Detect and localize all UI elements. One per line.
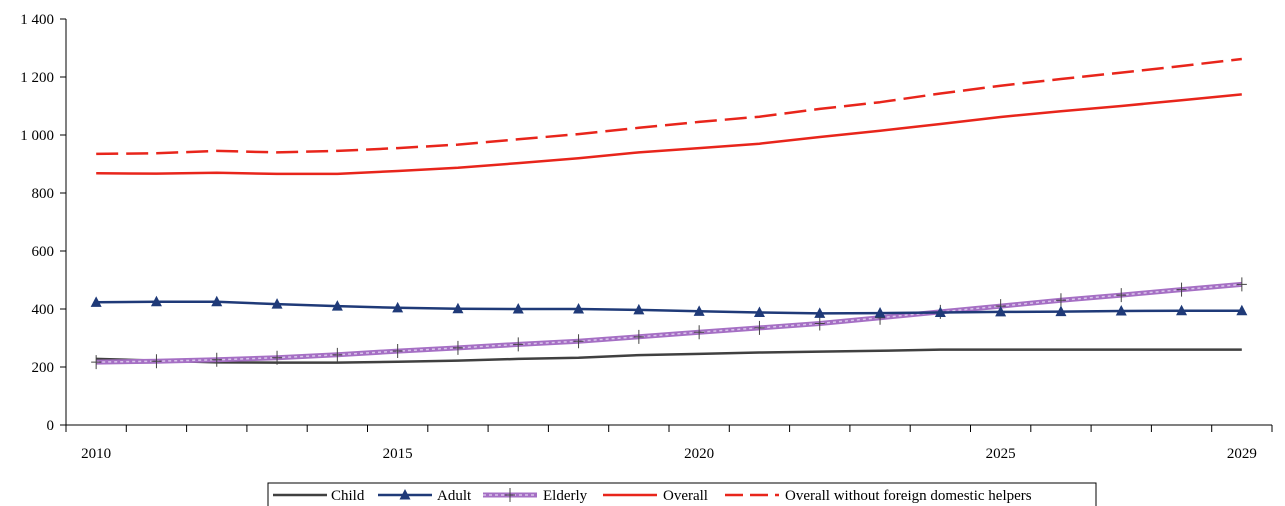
y-tick-label: 0 [47, 418, 55, 434]
y-tick-label: 1 000 [20, 128, 54, 144]
series-line-adult [96, 300, 1242, 315]
y-tick-label: 1 200 [20, 70, 54, 86]
adult-point-marker [452, 302, 464, 314]
adult-point-marker [814, 307, 826, 318]
legend-marker-adult [399, 489, 411, 500]
elderly-point-marker [1055, 293, 1066, 308]
legend-marker-elderly [505, 488, 515, 502]
adult-point-marker [1115, 305, 1127, 316]
adult-point-marker [331, 300, 343, 311]
adult-point-marker [874, 307, 886, 318]
y-tick-label: 200 [32, 360, 55, 376]
adult-point-marker [934, 306, 946, 317]
legend-box [267, 482, 1097, 506]
elderly-point-marker [211, 352, 222, 367]
elderly-point-marker [392, 344, 403, 359]
series-line-elderly-pattern [96, 283, 1242, 363]
elderly-point-marker [332, 347, 343, 362]
x-tick-label: 2025 [986, 446, 1016, 462]
legend-label: Overall [663, 488, 708, 504]
series-line-child [96, 348, 1242, 364]
legend: Child Adult Elderly Overall Overall without … [267, 482, 1097, 506]
adult-point-marker [753, 306, 765, 317]
elderly-point-marker [573, 334, 584, 349]
chart-axes [65, 19, 1272, 426]
x-tick-label: 2020 [684, 446, 714, 462]
elderly-point-marker [694, 325, 705, 340]
legend-label: Elderly [543, 488, 588, 504]
elderly-point-marker [1176, 282, 1187, 297]
adult-point-marker [995, 305, 1007, 317]
elderly-point-marker [814, 316, 825, 331]
elderly-point-marker [754, 320, 765, 335]
x-axis-ticks: 2010 2015 2020 2025 2029 [65, 425, 1273, 462]
y-tick-label: 400 [32, 302, 55, 318]
adult-point-marker [693, 305, 705, 316]
y-tick-label: 800 [32, 186, 55, 202]
adult-point-marker [271, 298, 283, 309]
adult-point-marker [392, 301, 404, 313]
elderly-point-marker [91, 355, 102, 370]
legend-label: Adult [437, 488, 472, 504]
elderly-point-marker [633, 329, 644, 344]
adult-point-marker [512, 303, 524, 314]
x-tick-label: 2010 [81, 446, 111, 462]
adult-point-marker [1055, 305, 1067, 317]
y-tick-label: 600 [32, 244, 55, 260]
series-line-overall [96, 93, 1242, 176]
y-tick-label: 1 400 [20, 12, 54, 28]
adult-point-marker [1176, 304, 1188, 316]
adult-point-marker [1236, 304, 1248, 316]
adult-point-marker [90, 296, 102, 307]
elderly-point-marker [272, 350, 283, 365]
legend-label: Overall without foreign domestic helpers [785, 488, 1032, 504]
elderly-point-marker [1116, 288, 1127, 303]
elderly-point-marker [513, 337, 524, 352]
series-line-overall-without-fdh [96, 57, 1242, 156]
plot-area [90, 57, 1248, 370]
adult-point-marker [573, 303, 585, 314]
legend-label: Child [331, 488, 365, 504]
elderly-point-marker [151, 354, 162, 369]
x-tick-label: 2015 [383, 446, 413, 462]
adult-point-marker [633, 303, 645, 315]
elderly-point-marker [452, 340, 463, 355]
elderly-point-marker [1236, 277, 1247, 292]
adult-point-marker [211, 295, 223, 307]
adult-point-marker [150, 295, 162, 307]
x-tick-label: 2029 [1227, 446, 1257, 462]
y-axis-ticks: 0 200 400 600 800 1 000 1 200 1 400 [20, 12, 66, 434]
